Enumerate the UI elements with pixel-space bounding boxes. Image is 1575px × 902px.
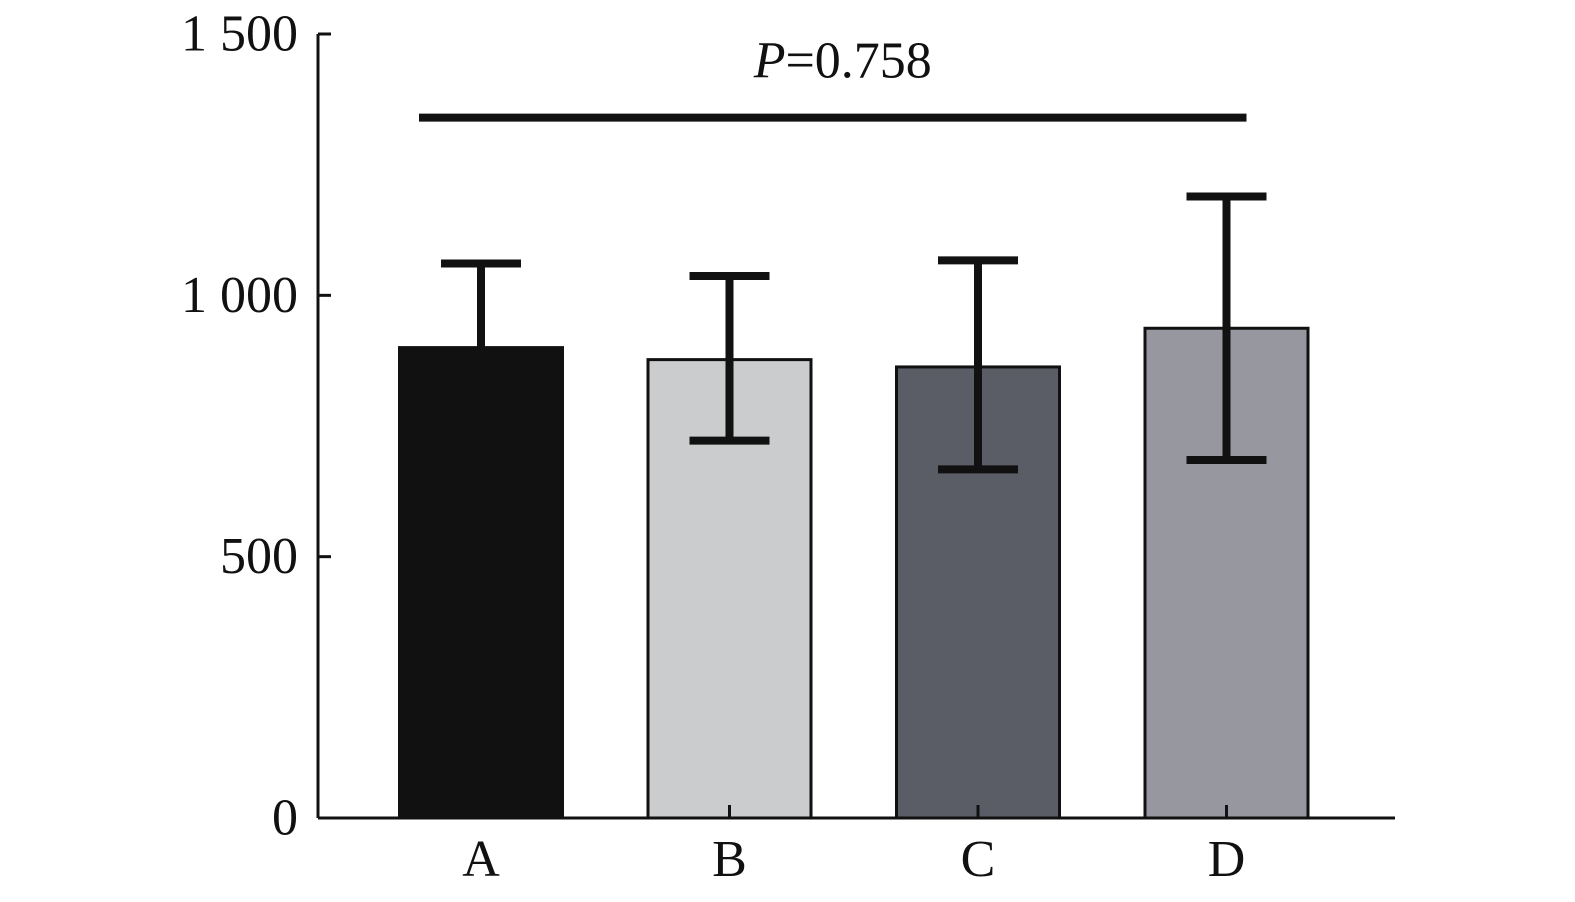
error-bar-C	[938, 256, 1018, 474]
p-value-label: P=0.758	[753, 33, 932, 90]
y-ticks-layer: 0 500 1 000 1 500	[181, 6, 331, 847]
y-tick-label: 0	[272, 790, 298, 847]
x-tick-label-D: D	[1208, 831, 1246, 888]
plot-area: 0 500 1 000 1 500 A B C D P=0.758	[181, 6, 1395, 888]
significance-annotation: P=0.758	[419, 33, 1247, 122]
p-value-symbol: P	[753, 33, 786, 90]
y-tick-label: 1 000	[181, 267, 298, 324]
x-tick-label-B: B	[712, 831, 747, 888]
error-bars-layer	[441, 192, 1267, 474]
bar-A	[398, 346, 564, 820]
y-tick-label: 500	[220, 528, 298, 585]
axes-layer	[316, 34, 1395, 820]
y-tick-label: 1 500	[181, 6, 298, 63]
x-tick-label-C: C	[961, 831, 996, 888]
p-value-text: =0.758	[785, 33, 931, 90]
x-tick-label-A: A	[462, 831, 500, 888]
error-bar-B	[689, 271, 770, 445]
error-bar-A	[441, 259, 521, 348]
bars-layer	[398, 326, 1310, 820]
x-ticks-layer: A B C D	[462, 805, 1245, 888]
error-bar-D	[1186, 192, 1267, 464]
